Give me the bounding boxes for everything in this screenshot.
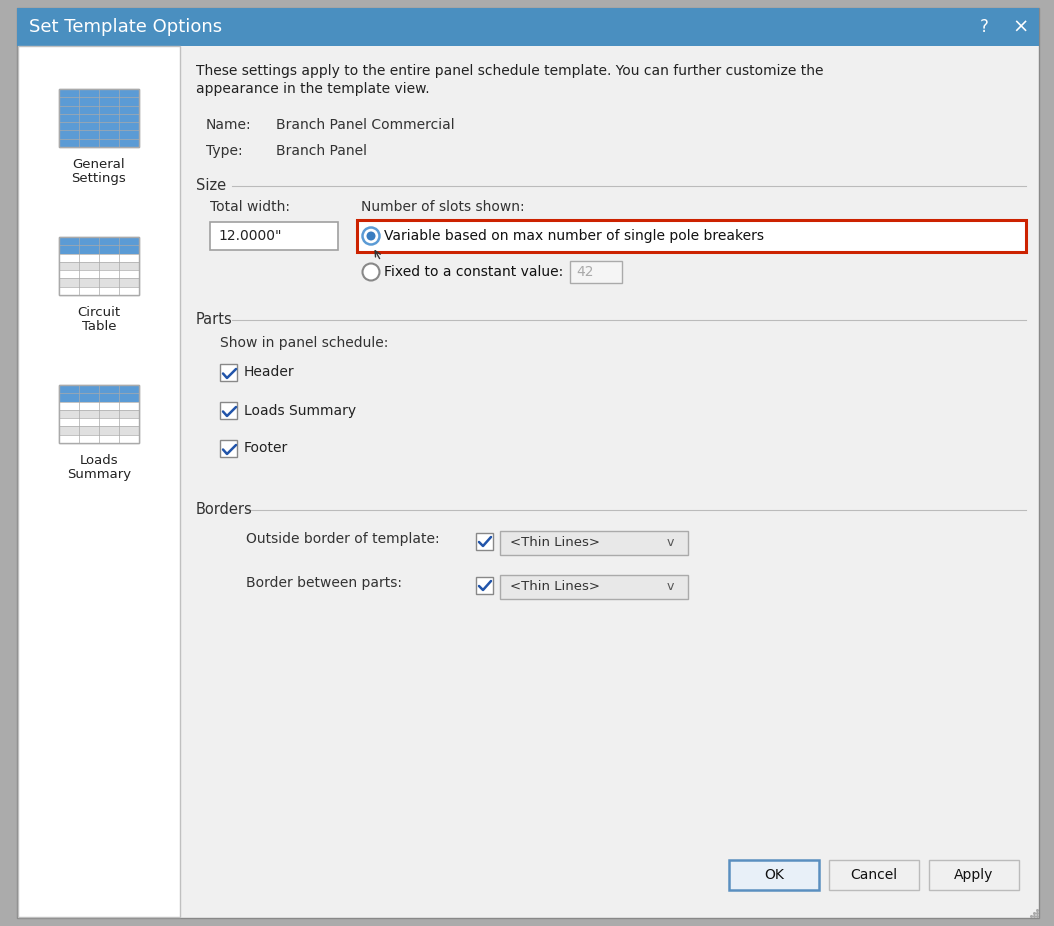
FancyBboxPatch shape: [220, 440, 237, 457]
Text: Total width:: Total width:: [210, 200, 290, 214]
FancyBboxPatch shape: [59, 402, 139, 410]
Text: Outside border of template:: Outside border of template:: [246, 532, 440, 546]
FancyBboxPatch shape: [18, 46, 180, 917]
Text: OK: OK: [764, 868, 784, 882]
FancyBboxPatch shape: [59, 237, 139, 295]
Text: v: v: [666, 581, 674, 594]
FancyBboxPatch shape: [59, 114, 139, 122]
FancyBboxPatch shape: [59, 122, 139, 131]
FancyBboxPatch shape: [500, 575, 688, 599]
FancyBboxPatch shape: [59, 385, 139, 394]
Circle shape: [363, 228, 379, 244]
Text: ×: ×: [1013, 18, 1029, 36]
Text: Fixed to a constant value:: Fixed to a constant value:: [384, 265, 563, 279]
Text: Type:: Type:: [206, 144, 242, 158]
Circle shape: [367, 232, 375, 241]
FancyBboxPatch shape: [59, 270, 139, 279]
FancyBboxPatch shape: [59, 419, 139, 427]
Text: 42: 42: [575, 265, 593, 279]
FancyBboxPatch shape: [220, 402, 237, 419]
FancyBboxPatch shape: [59, 237, 139, 245]
Text: Branch Panel: Branch Panel: [276, 144, 367, 158]
Text: Loads: Loads: [80, 454, 118, 467]
Text: Number of slots shown:: Number of slots shown:: [362, 200, 525, 214]
Text: Footer: Footer: [243, 442, 288, 456]
Text: Variable based on max number of single pole breakers: Variable based on max number of single p…: [384, 229, 764, 243]
FancyBboxPatch shape: [59, 410, 139, 419]
FancyBboxPatch shape: [59, 106, 139, 114]
FancyBboxPatch shape: [59, 89, 139, 97]
FancyBboxPatch shape: [59, 89, 139, 147]
Text: v: v: [666, 536, 674, 549]
FancyBboxPatch shape: [59, 385, 139, 443]
Text: <Thin Lines>: <Thin Lines>: [510, 581, 600, 594]
FancyBboxPatch shape: [59, 279, 139, 287]
Text: <Thin Lines>: <Thin Lines>: [510, 536, 600, 549]
Text: General: General: [73, 158, 125, 171]
FancyBboxPatch shape: [59, 131, 139, 139]
Text: Border between parts:: Border between parts:: [246, 576, 402, 590]
Text: appearance in the template view.: appearance in the template view.: [196, 82, 430, 96]
Text: Summary: Summary: [67, 468, 131, 481]
FancyBboxPatch shape: [59, 394, 139, 402]
FancyBboxPatch shape: [59, 245, 139, 254]
FancyBboxPatch shape: [59, 287, 139, 295]
Text: Show in panel schedule:: Show in panel schedule:: [220, 336, 388, 350]
Circle shape: [363, 264, 379, 281]
Text: Parts: Parts: [196, 312, 233, 327]
FancyBboxPatch shape: [729, 860, 819, 890]
Text: Apply: Apply: [954, 868, 994, 882]
FancyBboxPatch shape: [476, 533, 493, 550]
Text: Loads Summary: Loads Summary: [243, 404, 356, 418]
Text: Size: Size: [196, 178, 227, 193]
Text: Header: Header: [243, 366, 295, 380]
FancyBboxPatch shape: [570, 261, 622, 283]
FancyBboxPatch shape: [59, 262, 139, 270]
Text: Borders: Borders: [196, 502, 253, 517]
FancyBboxPatch shape: [17, 8, 1039, 918]
FancyBboxPatch shape: [210, 222, 338, 250]
FancyBboxPatch shape: [357, 220, 1026, 252]
Text: Settings: Settings: [72, 172, 126, 185]
Text: 12.0000": 12.0000": [218, 229, 281, 243]
FancyBboxPatch shape: [929, 860, 1019, 890]
Text: Table: Table: [82, 320, 116, 333]
Text: Name:: Name:: [206, 118, 252, 132]
FancyBboxPatch shape: [829, 860, 919, 890]
FancyBboxPatch shape: [59, 434, 139, 443]
Text: These settings apply to the entire panel schedule template. You can further cust: These settings apply to the entire panel…: [196, 64, 823, 78]
FancyBboxPatch shape: [220, 364, 237, 381]
FancyBboxPatch shape: [59, 97, 139, 106]
Text: Branch Panel Commercial: Branch Panel Commercial: [276, 118, 454, 132]
FancyBboxPatch shape: [59, 254, 139, 262]
FancyBboxPatch shape: [59, 427, 139, 434]
FancyBboxPatch shape: [476, 577, 493, 594]
FancyBboxPatch shape: [59, 139, 139, 147]
Text: Set Template Options: Set Template Options: [30, 18, 222, 36]
Text: ?: ?: [979, 18, 989, 36]
FancyBboxPatch shape: [17, 8, 1039, 46]
FancyBboxPatch shape: [500, 531, 688, 555]
Text: Circuit: Circuit: [77, 306, 120, 319]
Text: Cancel: Cancel: [851, 868, 898, 882]
